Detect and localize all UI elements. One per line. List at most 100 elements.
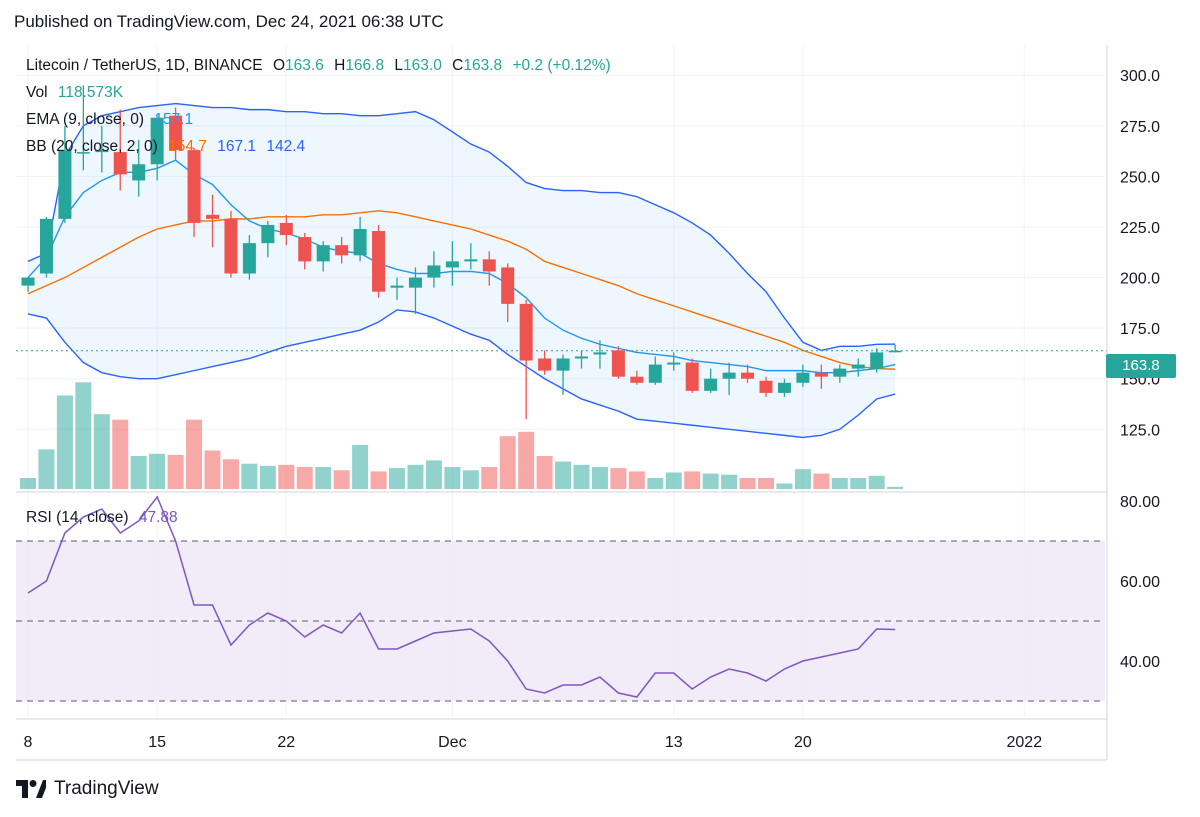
time-tick-label: 20 [794,734,812,751]
volume-bar [665,472,682,489]
volume-bar [739,478,756,489]
bb-lower-line [27,309,896,439]
candle-body [242,243,256,274]
volume-bar [758,478,774,489]
candle-body [722,372,736,379]
candle-body [464,259,478,262]
last-price-badge: 163.8 [1106,354,1176,378]
legend-vol-label: Vol [26,84,48,101]
legend-change: +0.2 (+0.12%) [512,57,611,74]
candle [611,346,625,379]
candle [261,220,275,258]
bb-area [28,103,896,438]
rsi-tick-label: 40.00 [1120,654,1160,671]
candle-body [427,265,441,278]
volume-bar [56,395,73,489]
legend-bb-mid: 154.7 [168,138,207,155]
candle [445,241,459,286]
legend-close-label: C [452,57,464,74]
volume-bar [444,467,461,489]
price-tick-label: 125.0 [1120,422,1160,439]
candle-body [21,277,35,286]
legend-vol-value: 118.573K [57,84,124,101]
candles [21,85,902,420]
candle [888,344,902,353]
candle-body [390,285,404,288]
legend-low-label: L [394,57,404,74]
candle [224,210,238,278]
candle [722,362,736,395]
time-tick-label: 8 [24,734,33,751]
candle [501,263,515,323]
candle [556,354,570,395]
candle-body [870,352,884,369]
volume-bar [130,456,147,489]
candle-body [667,362,681,365]
candle [667,352,681,371]
rsi-tick-label: 60.00 [1120,574,1160,591]
candle-body [888,350,902,353]
candle [777,378,791,397]
volume-bar [481,467,498,489]
legend-open-label: O [272,57,285,74]
candle-body [796,372,810,383]
bb-upper-line [27,102,896,352]
published-header: Published on TradingView.com, Dec 24, 20… [14,12,444,31]
candle [206,194,219,248]
candle [21,277,35,292]
volume-bar [333,470,350,489]
candle [814,364,828,389]
candle [427,251,441,288]
candle-body [206,214,219,219]
volume-bar [204,450,221,489]
volume-bar [499,436,516,489]
volume-bar [75,382,92,489]
volume-bar [887,486,904,489]
candle [759,376,773,397]
indicator-lines [16,102,1107,698]
volume-bar [868,475,885,489]
candle-body [58,150,72,219]
volume-bar [222,459,239,489]
volume-bar [186,419,203,489]
volume-bar [721,474,738,489]
candle-body [575,356,588,359]
volume-bar [536,456,553,489]
candle [353,216,367,262]
time-tick-label: 22 [277,734,295,751]
legend-ema-row: EMA (9, close, 0) 157.1 [26,111,199,129]
volume-bar [241,463,258,489]
candle [630,370,644,385]
candle-body [169,115,183,151]
legend-bb-upper: 167.1 [217,138,257,155]
time-tick-label: 13 [665,734,683,751]
candle-body [482,259,496,272]
volume-bar [813,473,830,489]
volume-bar [149,453,166,489]
candle [76,85,90,171]
candle-body [224,218,238,274]
volume-bar [296,467,313,489]
candle [519,299,533,420]
candle-body [556,358,570,371]
time-tick-label: 15 [148,734,166,751]
candle-body [777,382,791,393]
volume-bar [112,419,129,489]
bb-fill [28,103,896,438]
volume-bar [831,478,848,489]
candle [648,356,662,385]
legend-high: 166.8 [345,57,385,74]
candle-body [593,352,607,355]
candle-body [372,231,386,292]
legend-bb-lower: 142.4 [266,138,306,155]
time-tick-label: 2022 [1007,734,1043,751]
ema-line [27,159,896,374]
volume-bar [628,471,645,489]
legend-rsi-row: RSI (14, close) 47.88 [26,509,184,527]
volume-bar [850,478,867,489]
candle-body [445,261,459,268]
footer-brand[interactable]: TradingView [16,778,159,800]
candle [242,235,256,280]
volume-bar [407,464,424,489]
